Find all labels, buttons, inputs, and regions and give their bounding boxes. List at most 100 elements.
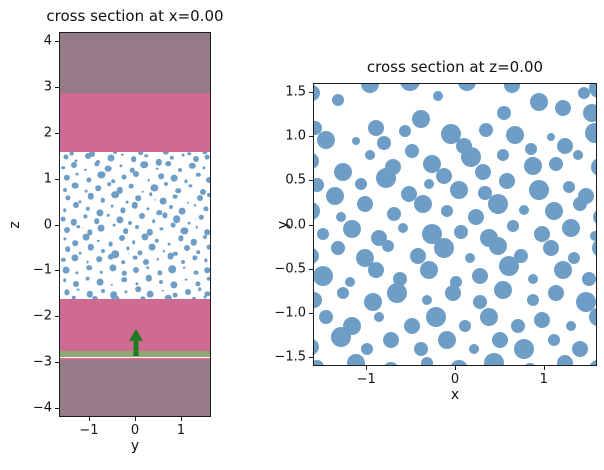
scatter-point <box>133 266 139 273</box>
scatter-point <box>128 253 130 255</box>
scatter-point <box>314 338 320 355</box>
scatter-point <box>130 156 137 163</box>
x-tick-mark <box>455 366 456 370</box>
scatter-point <box>468 344 479 355</box>
scatter-point <box>140 296 146 299</box>
scatter-point <box>356 196 373 213</box>
scatter-point <box>528 180 549 201</box>
scatter-point <box>484 353 505 365</box>
scatter-point <box>133 171 139 178</box>
scatter-point <box>76 225 81 229</box>
left-plot-axes <box>59 32 211 417</box>
scatter-point <box>187 152 191 156</box>
scatter-point <box>351 137 360 146</box>
y-tick-mark <box>309 224 313 226</box>
scatter-point <box>84 152 91 159</box>
y-tick-label: 0.0 <box>285 217 306 232</box>
y-tick-mark <box>55 407 59 409</box>
scatter-point <box>146 290 154 298</box>
scatter-point <box>423 154 442 173</box>
scatter-point <box>585 122 596 143</box>
scatter-point <box>534 312 551 329</box>
scatter-point <box>425 306 446 327</box>
y-tick-label: 1.0 <box>285 128 306 144</box>
scatter-point <box>409 247 426 264</box>
scatter-point <box>150 184 159 192</box>
scatter-point <box>361 343 374 356</box>
scatter-point <box>137 250 143 256</box>
scatter-point <box>562 180 575 193</box>
scatter-point <box>524 143 537 156</box>
x-tick-mark <box>135 417 136 421</box>
scatter-point <box>75 172 79 176</box>
scatter-point <box>63 227 70 234</box>
y-tick-mark <box>55 316 59 318</box>
y-tick-label: 0 <box>43 217 52 232</box>
piston-arrow-stem <box>133 340 139 356</box>
scatter-point <box>97 171 106 179</box>
right-plot-plot-area <box>314 84 596 365</box>
scatter-point <box>156 258 160 261</box>
scatter-point <box>192 156 199 163</box>
scatter-point <box>554 99 571 116</box>
scatter-point <box>498 173 515 190</box>
scatter-point <box>193 270 199 276</box>
scatter-point <box>84 189 88 193</box>
scatter-point <box>474 164 491 181</box>
scatter-point <box>144 154 148 158</box>
scatter-point <box>70 161 77 168</box>
scatter-point <box>206 244 210 250</box>
scatter-point <box>151 219 156 224</box>
scatter-point <box>61 165 66 170</box>
scatter-point <box>557 137 574 154</box>
scatter-point <box>63 154 69 160</box>
scatter-point <box>472 295 487 310</box>
scatter-point <box>70 219 78 226</box>
y-tick-label: −2 <box>32 308 52 324</box>
scatter-point <box>126 246 130 250</box>
scatter-point <box>69 152 74 156</box>
left-plot-plot-area <box>60 33 210 416</box>
scatter-point <box>314 291 322 308</box>
scatter-point <box>131 240 136 245</box>
scatter-point <box>75 271 79 275</box>
scatter-point <box>204 154 210 160</box>
scatter-point <box>163 182 168 187</box>
scatter-point <box>411 110 430 129</box>
scatter-point <box>113 152 118 155</box>
scatter-point <box>161 212 168 218</box>
scatter-point <box>116 186 124 194</box>
scatter-point <box>195 218 197 220</box>
scatter-point <box>187 221 191 225</box>
scatter-point <box>202 152 208 155</box>
scatter-point <box>335 211 346 222</box>
scatter-point <box>184 289 191 296</box>
scatter-point <box>589 359 596 365</box>
scatter-point <box>513 248 528 263</box>
scatter-point <box>148 243 156 251</box>
scatter-point <box>479 307 498 326</box>
scatter-point <box>399 84 420 92</box>
scatter-point <box>130 168 135 173</box>
scatter-point <box>95 185 102 191</box>
scatter-point <box>393 271 408 286</box>
scatter-point <box>568 252 581 265</box>
scatter-point <box>204 267 210 273</box>
scatter-point <box>330 241 345 256</box>
scatter-point <box>188 184 192 188</box>
y-tick-mark <box>55 41 59 43</box>
scatter-point <box>71 296 77 299</box>
scatter-point <box>62 278 67 283</box>
scatter-point <box>316 228 329 241</box>
scatter-point <box>499 256 520 277</box>
scatter-point <box>147 178 151 182</box>
scatter-point <box>145 274 153 282</box>
scatter-point <box>119 164 123 168</box>
scatter-point <box>590 231 596 242</box>
y-tick-label: 3 <box>43 79 52 95</box>
scatter-point <box>73 280 80 287</box>
y-tick-label: −1.0 <box>274 305 306 321</box>
scatter-point <box>87 244 95 251</box>
scatter-point <box>344 277 355 288</box>
scatter-point <box>343 220 362 239</box>
